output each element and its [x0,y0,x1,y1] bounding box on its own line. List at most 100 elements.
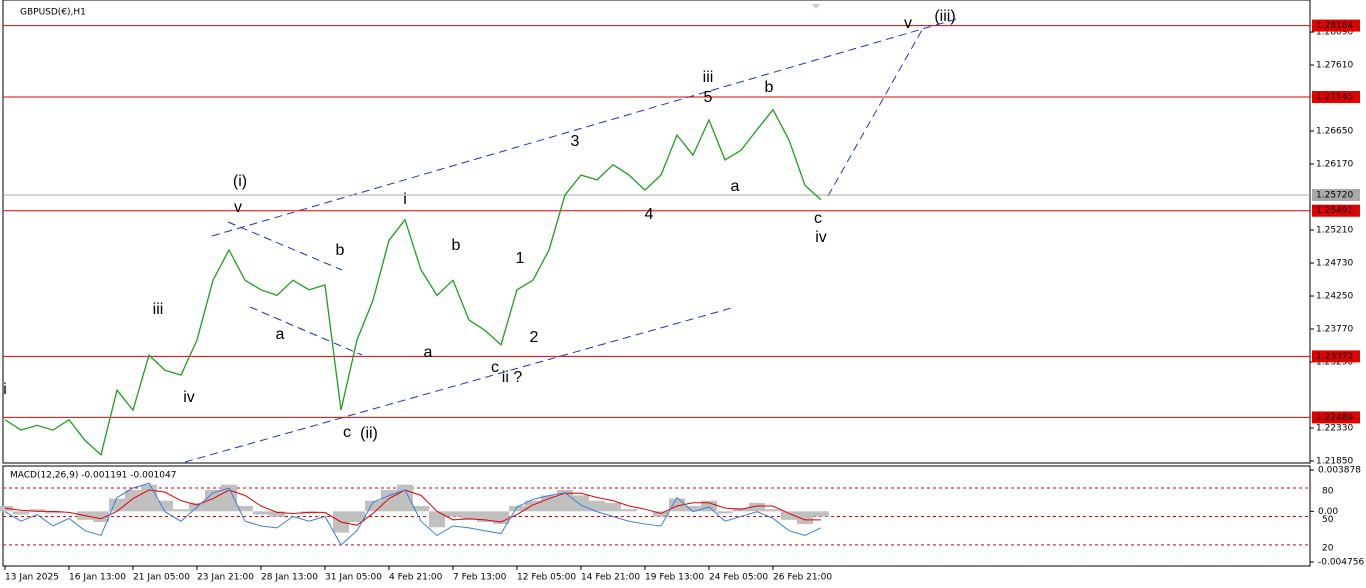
wave-label: 3 [571,133,580,150]
price-panel [2,0,1311,464]
y-tick-label: 1.24250 [1316,292,1353,302]
level-label-box [1312,90,1360,103]
wave-label: a [276,326,285,343]
macd-bar [701,500,717,512]
wave-label: iii [703,69,714,86]
wave-label: b [765,79,774,96]
y-tick-label: 1.24730 [1316,259,1353,269]
level-label-box [1312,188,1360,201]
macd-bar [445,511,461,517]
level-label: 1.28184 [1316,21,1353,31]
macd-bar [573,495,589,512]
macd-bar [765,509,781,512]
macd-bar [157,500,173,512]
wave-label: 5 [704,89,713,106]
macd-bar [621,509,637,512]
y-tick-label: 0.00 [1318,507,1338,517]
channel-lines [184,17,961,463]
macd-bar [141,484,157,512]
y-tick-label: -0.004756 [1318,558,1364,568]
oscillator-line [4,482,822,546]
macd-bar [749,502,765,512]
wave-label: v [904,15,912,32]
macd-bar [269,511,285,517]
macd-bar [653,511,669,517]
macd-bar [381,490,397,512]
wave-label: ii ? [502,369,523,386]
y2-tick-label: 50 [1322,515,1334,525]
macd-bar [717,511,733,514]
x-tick-label: 31 Jan 05:00 [325,573,382,583]
wave-label: b [452,237,461,254]
wave-label: i [403,191,407,208]
x-tick-label: 21 Jan 05:00 [133,573,190,583]
x-tick-label: 12 Feb 05:00 [517,573,576,583]
wave-label: a [731,178,740,195]
level-label-box [1312,350,1360,363]
y-tick-label: 1.22330 [1316,424,1353,434]
macd-bar [797,511,813,525]
forecast-line [827,29,923,197]
wave-label: iii [153,301,164,318]
wave-label: iv [815,229,827,246]
wave-label: b [336,242,345,259]
macd-bar [813,511,829,517]
wedge-upper [227,221,343,271]
macd-bar [509,505,525,512]
macd-bar [125,490,141,512]
y-tick-label: 1.23770 [1316,325,1353,335]
x-tick-label: 16 Jan 13:00 [69,573,126,583]
macd-bar [109,498,125,512]
y2-tick-label: 20 [1322,543,1334,553]
x-tick-label: 4 Feb 21:00 [389,573,443,583]
macd-bar [13,511,29,515]
macd-bar [397,484,413,512]
macd-bar [93,511,109,522]
shift-marker [812,4,820,9]
macd-bar [205,490,221,512]
macd-bar [365,500,381,512]
wave-label: 2 [530,329,539,346]
chart-title: GBPUSD(€),H1 [20,8,86,18]
price-line [4,108,822,457]
y2-tick-label: 80 [1322,487,1334,497]
macd-bar [605,502,621,512]
x-tick-label: 28 Jan 13:00 [261,573,318,583]
macd-bar [429,511,445,528]
macd-bar [461,511,477,520]
wave-label: a [424,344,433,361]
x-tick-label: 19 Feb 13:00 [645,573,704,583]
x-tick-label: 7 Feb 13:00 [453,573,507,583]
level-label: 1.25720 [1316,190,1353,200]
y-tick-label: 1.23290 [1316,358,1353,368]
macd-bar [589,500,605,512]
wave-label: (ii) [360,425,378,442]
level-label: 1.22484 [1316,413,1353,423]
y-tick-label: 1.27610 [1316,61,1353,71]
x-tick-label: 14 Feb 21:00 [581,573,640,583]
x-tick-label: 23 Jan 21:00 [197,573,254,583]
x-tick-label: 13 Jan 2025 [5,573,59,583]
wave-label: i [3,381,7,398]
wave-label: (iii) [934,8,955,25]
wave-label: (i) [233,173,247,190]
macd-bar [685,505,701,512]
macd-bar [541,495,557,512]
wave-label: c [343,424,351,441]
x-tick-label: 26 Feb 21:00 [773,573,832,583]
macd-bar [29,509,45,512]
y-tick-label: 1.26650 [1316,127,1353,137]
macd-bar [493,511,509,525]
macd-bar [525,500,541,512]
level-label: 1.27145 [1316,92,1353,102]
macd-bar [733,508,749,512]
x-tick-label: 24 Feb 05:00 [709,573,768,583]
macd-bar [349,511,365,522]
level-label: 1.25491 [1316,206,1353,216]
wave-label: v [234,199,242,216]
level-label-box [1312,204,1360,217]
level-label: 1.23372 [1316,352,1353,362]
wave-label: 4 [645,206,654,223]
y-tick-label: 1.26170 [1316,160,1353,170]
